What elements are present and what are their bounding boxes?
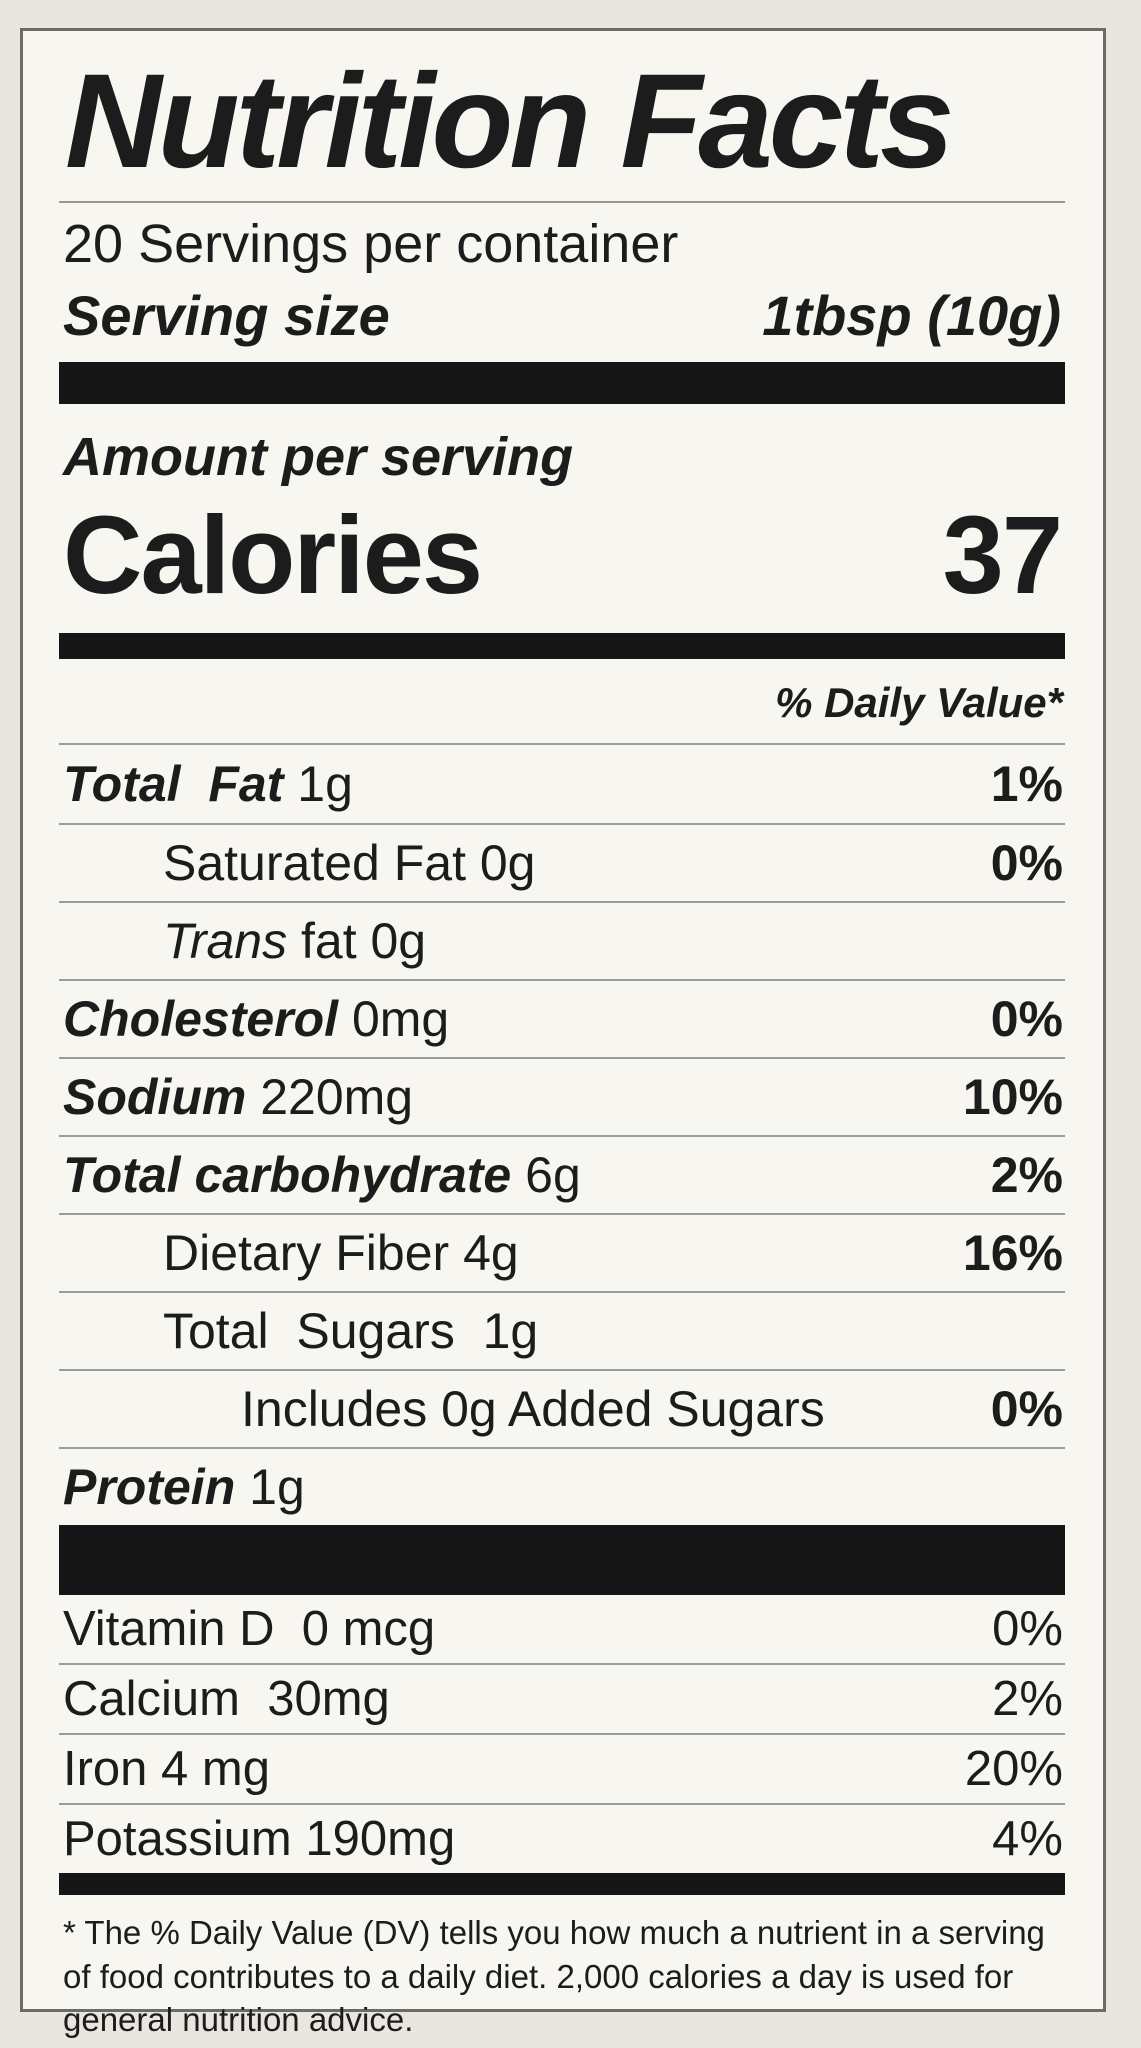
nutrition-facts-label: Nutrition Facts 20 Servings per containe… <box>20 28 1106 2038</box>
nutrient-name-part: Potassium 190mg <box>63 1812 456 1867</box>
calories-row: Calories 37 <box>59 488 1065 633</box>
nutrient-row: Total Fat 1g 1% <box>59 745 1065 823</box>
daily-value-footnote: * The % Daily Value (DV) tells you how m… <box>63 1914 1045 2039</box>
nutrient-daily-value: 0% <box>992 1602 1063 1657</box>
nutrient-daily-value: 20% <box>964 1742 1063 1797</box>
nutrient-name: Cholesterol 0mg <box>63 990 449 1048</box>
nutrient-name: Potassium 190mg <box>63 1811 455 1867</box>
nutrient-name-part: 6g <box>525 1147 581 1204</box>
nutrient-name: Total Sugars 1g <box>163 1302 538 1360</box>
nutrient-row: Sodium 220mg 10% <box>59 1057 1065 1135</box>
medium-divider-bar <box>59 633 1065 660</box>
nutrient-name-part: Dietary Fiber 4g <box>163 1225 519 1282</box>
nutrient-name: Vitamin D 0 mcg <box>63 1601 435 1657</box>
nutrient-name-part: 0mg <box>351 991 450 1048</box>
nutrient-daily-value: 10% <box>962 1069 1063 1126</box>
calories-value: 37 <box>942 494 1063 618</box>
nutrient-row: Total Sugars 1g <box>59 1291 1065 1369</box>
nutrient-name: Trans fat 0g <box>163 912 426 970</box>
nutrient-row: Dietary Fiber 4g 16% <box>59 1213 1065 1291</box>
nutrient-name-part: Saturated Fat 0g <box>163 835 536 892</box>
nutrient-row: Potassium 190mg 4% <box>59 1803 1065 1873</box>
nutrient-name-part: Iron 4 mg <box>63 1742 270 1797</box>
nutrient-daily-value: 16% <box>962 1225 1063 1282</box>
nutrient-name: Sodium 220mg <box>63 1068 413 1126</box>
thick-divider-bar <box>59 362 1065 405</box>
amount-per-serving-label: Amount per serving <box>63 427 574 488</box>
nutrient-name: Dietary Fiber 4g <box>163 1224 519 1282</box>
nutrient-row: Vitamin D 0 mcg 0% <box>59 1595 1065 1663</box>
nutrient-daily-value: 2% <box>992 1672 1063 1727</box>
nutrient-name-part: Protein <box>63 1459 250 1516</box>
nutrient-row: Total carbohydrate 6g 2% <box>59 1135 1065 1213</box>
serving-size-row: Serving size 1tbsp (10g) <box>59 277 1065 362</box>
nutrient-daily-value: 0% <box>990 991 1063 1048</box>
thick-divider-bar <box>59 1525 1065 1596</box>
nutrient-rows: Total Fat 1g 1% Saturated Fat 0g 0% Tran… <box>59 745 1065 1525</box>
nutrient-daily-value: 4% <box>992 1812 1063 1867</box>
nutrient-name-part: Calcium 30mg <box>63 1672 390 1727</box>
daily-value-header: % Daily Value* <box>59 659 1065 746</box>
nutrient-row: Trans fat 0g <box>59 901 1065 979</box>
nutrient-name-part: 220mg <box>260 1069 414 1126</box>
nutrient-daily-value: 0% <box>990 835 1063 892</box>
nutrient-name: Protein 1g <box>63 1458 305 1516</box>
nutrient-row: Calcium 30mg 2% <box>59 1663 1065 1733</box>
nutrient-row: Iron 4 mg 20% <box>59 1733 1065 1803</box>
nutrient-name-part: Total Sugars 1g <box>163 1303 539 1360</box>
nutrient-name: Includes 0g Added Sugars <box>241 1380 825 1438</box>
nutrient-name-part: Includes 0g Added Sugars <box>241 1381 825 1438</box>
nutrient-name: Total Fat 1g <box>63 755 353 813</box>
nutrient-row: Includes 0g Added Sugars 0% <box>59 1369 1065 1447</box>
nutrient-name-part: 1g <box>297 756 353 813</box>
nutrient-daily-value: 2% <box>990 1147 1063 1204</box>
vitamin-rows: Vitamin D 0 mcg 0% Calcium 30mg 2% Iron … <box>59 1595 1065 1873</box>
nutrient-name-part: Sodium <box>63 1069 261 1126</box>
nutrient-row: Protein 1g <box>59 1447 1065 1525</box>
calories-label: Calories <box>63 494 483 618</box>
nutrient-name: Iron 4 mg <box>63 1741 270 1797</box>
nutrient-name-part: 1g <box>249 1459 305 1516</box>
nutrient-name: Total carbohydrate 6g <box>63 1146 581 1204</box>
serving-size-value: 1tbsp (10g) <box>762 284 1061 348</box>
nutrient-row: Cholesterol 0mg 0% <box>59 979 1065 1057</box>
serving-size-label: Serving size <box>63 284 390 348</box>
nutrient-daily-value: 0% <box>990 1381 1063 1438</box>
nutrient-name-part: Cholesterol <box>63 991 352 1048</box>
label-title: Nutrition Facts <box>59 41 1065 204</box>
nutrient-row: Saturated Fat 0g 0% <box>59 823 1065 901</box>
servings-per-container: 20 Servings per container <box>63 214 679 275</box>
nutrient-name: Calcium 30mg <box>63 1671 390 1727</box>
medium-divider-bar <box>59 1873 1065 1896</box>
nutrient-name-part: Total carbohydrate <box>63 1147 526 1204</box>
nutrient-daily-value: 1% <box>990 756 1063 813</box>
nutrient-name-part: Trans <box>163 913 288 970</box>
nutrient-name-part: Vitamin D 0 mcg <box>63 1602 436 1657</box>
nutrient-name: Saturated Fat 0g <box>163 834 535 892</box>
nutrient-name-part: fat 0g <box>287 913 427 970</box>
nutrient-name-part: Total Fat <box>63 756 298 813</box>
